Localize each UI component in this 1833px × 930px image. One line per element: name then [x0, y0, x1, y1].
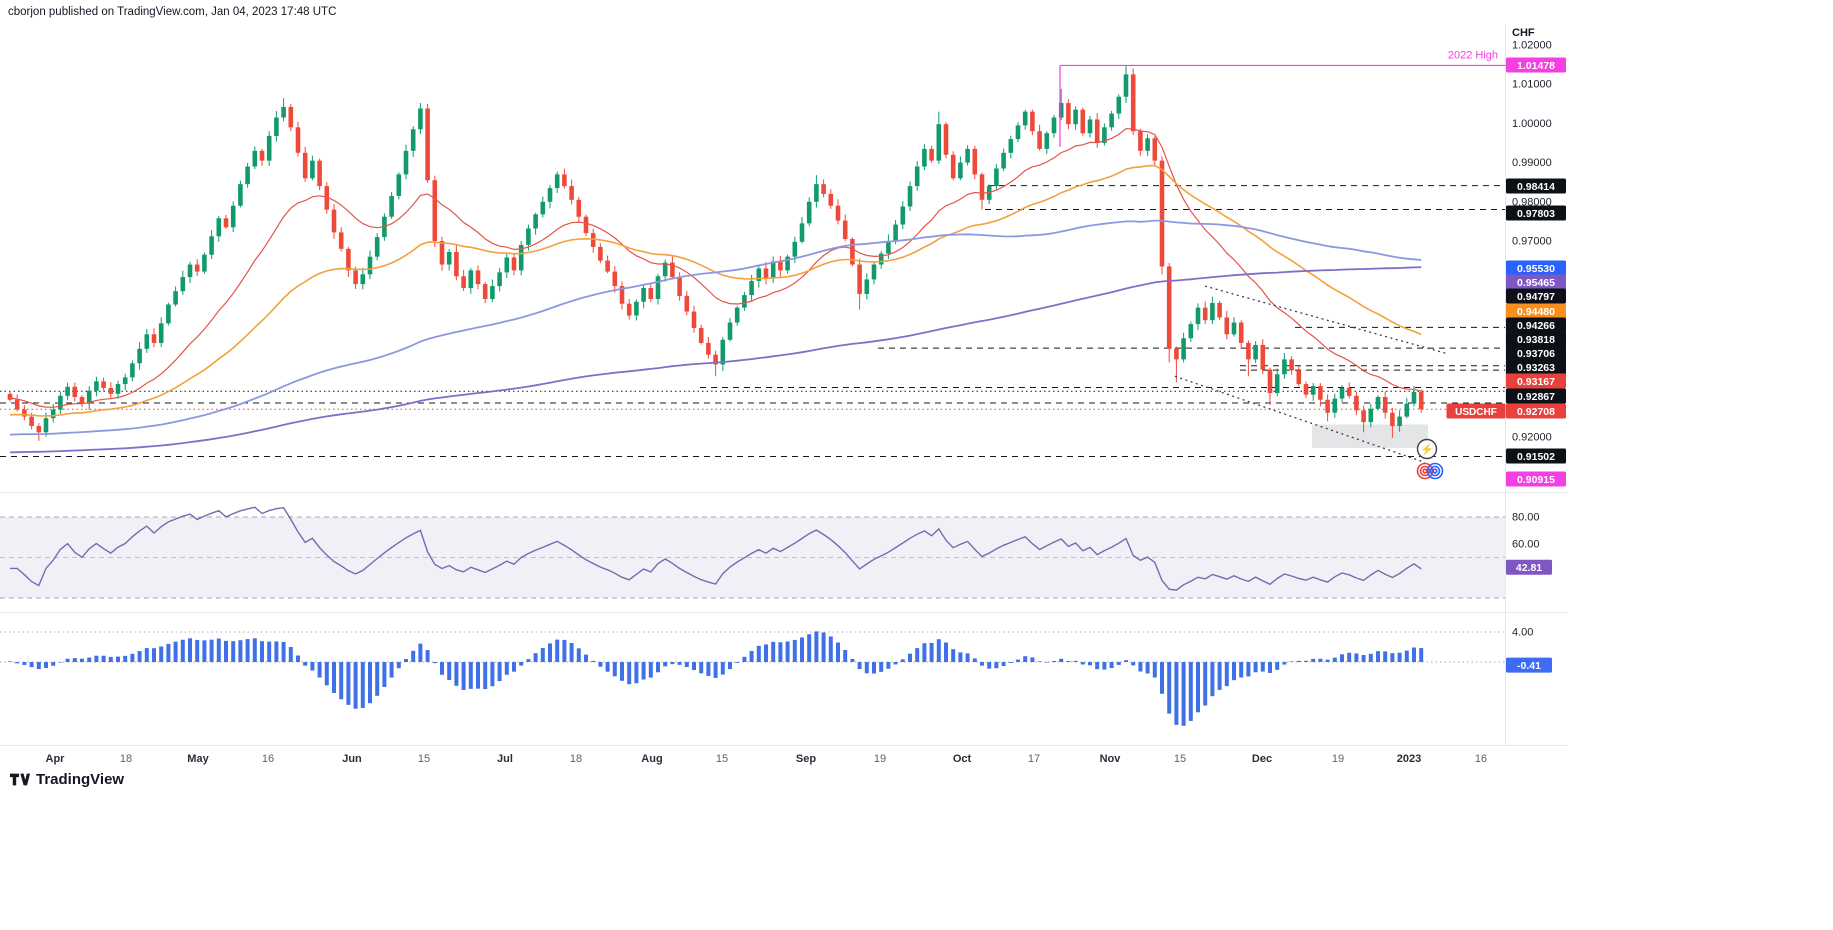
svg-text:0.93818: 0.93818 [1517, 334, 1555, 346]
time-tick-label: Apr [46, 753, 66, 765]
svg-text:0.95465: 0.95465 [1517, 277, 1555, 289]
svg-text:0.93706: 0.93706 [1517, 348, 1555, 360]
time-tick-label: 18 [570, 753, 582, 765]
time-tick-label: 16 [1475, 753, 1487, 765]
sticker-circles-icon[interactable] [1416, 462, 1444, 480]
svg-text:1.01478: 1.01478 [1517, 60, 1555, 72]
price-badge-0.93818: 0.93818 [1506, 331, 1566, 347]
time-tick-label: Oct [953, 753, 972, 765]
time-tick-label: 19 [1332, 753, 1344, 765]
price-badge-0.94480: 0.94480 [1506, 303, 1566, 319]
price-badge-1.01478: 1.01478 [1506, 57, 1566, 73]
publish-watermark: cborjon published on TradingView.com, Ja… [8, 6, 337, 18]
svg-text:0.93263: 0.93263 [1517, 362, 1555, 374]
sticker-lightning-icon[interactable]: ⚡ [1416, 438, 1438, 460]
price-badge-0.93706: 0.93706 [1506, 345, 1566, 361]
svg-text:-0.41: -0.41 [1517, 660, 1541, 672]
price-badge-0.97803: 0.97803 [1506, 205, 1566, 221]
svg-text:0.94480: 0.94480 [1517, 306, 1555, 318]
price-badge-0.93167: 0.93167 [1506, 373, 1566, 389]
price-axis-currency: CHF [1512, 27, 1535, 39]
svg-text:0.90915: 0.90915 [1517, 474, 1555, 486]
highlight-box[interactable] [1312, 424, 1428, 448]
ma-line-200 [9, 266, 1422, 454]
price-badge-0.94266: 0.94266 [1506, 317, 1566, 333]
svg-text:0.98414: 0.98414 [1517, 181, 1555, 193]
trendline-2[interactable] [1174, 375, 1426, 464]
tradingview-logo-text: TradingView [36, 771, 125, 788]
price-tick-label: 1.00000 [1512, 118, 1552, 130]
price-badge-0.95530: 0.95530 [1506, 260, 1566, 276]
price-tick-label: 1.02000 [1512, 40, 1552, 52]
svg-text:0.94266: 0.94266 [1517, 320, 1555, 332]
time-tick-label: Sep [796, 753, 816, 765]
price-badge-0.93263: 0.93263 [1506, 359, 1566, 375]
svg-text:⚡: ⚡ [1420, 443, 1434, 456]
rsi-value-badge: 42.81 [1506, 559, 1552, 575]
ma-line-50 [9, 164, 1422, 417]
time-tick-label: 18 [120, 753, 132, 765]
trendline-1[interactable] [1204, 285, 1449, 355]
symbol-chip-label: USDCHF [1455, 407, 1497, 418]
price-badge-0.92708: USDCHF 0.92708 [1446, 403, 1566, 419]
price-tick-label: 0.98000 [1512, 196, 1552, 208]
price-badge-0.94797: 0.94797 [1506, 288, 1566, 304]
time-tick-label: 17 [1028, 753, 1040, 765]
time-tick-label: May [187, 753, 209, 765]
price-badge-0.98414: 0.98414 [1506, 178, 1566, 194]
price-badge-0.90915: 0.90915 [1506, 471, 1566, 487]
svg-text:0.93167: 0.93167 [1517, 376, 1555, 388]
time-tick-label: Nov [1100, 753, 1122, 765]
ma-line-100 [9, 219, 1422, 436]
histogram-bars [8, 631, 1424, 726]
ma-line-20 [9, 128, 1422, 408]
price-tick-label: 0.97000 [1512, 236, 1552, 248]
high-2022-label: 2022 High [1448, 49, 1498, 61]
price-badge-0.95465: 0.95465 [1506, 274, 1566, 290]
svg-text:0.95530: 0.95530 [1517, 263, 1555, 275]
price-axis[interactable]: CHF1.020001.010001.000000.990000.980000.… [1446, 27, 1567, 673]
macd-pane[interactable] [0, 631, 1505, 726]
price-tick-label: 0.99000 [1512, 157, 1552, 169]
svg-text:0.92867: 0.92867 [1517, 391, 1555, 403]
hist-tick-label: 4.00 [1512, 627, 1533, 639]
price-pane[interactable]: ⚡ [0, 65, 1505, 480]
tradingview-brand[interactable]: TradingView [10, 771, 124, 788]
tradingview-logo-icon [10, 773, 30, 786]
price-badge-0.92867: 0.92867 [1506, 388, 1566, 404]
time-tick-label: Jul [497, 753, 513, 765]
rsi-line [10, 506, 1422, 591]
price-tick-label: 1.01000 [1512, 79, 1552, 91]
svg-text:0.92708: 0.92708 [1517, 406, 1555, 418]
hist-value-badge: -0.41 [1506, 657, 1552, 673]
time-tick-label: 2023 [1397, 753, 1421, 765]
time-tick-label: 19 [874, 753, 886, 765]
rsi-pane[interactable] [0, 506, 1505, 599]
time-tick-label: 15 [716, 753, 728, 765]
svg-text:0.97803: 0.97803 [1517, 208, 1555, 220]
time-axis[interactable]: Apr 18 May 16 Jun 15 Jul 18 Aug 15 Sep 19 Oct 17 Nov 15… [46, 753, 1488, 765]
time-tick-label: Aug [641, 753, 662, 765]
rsi-tick-label: 60.00 [1512, 539, 1540, 551]
time-tick-label: Dec [1252, 753, 1272, 765]
high-2022-annotation[interactable]: 2022 High [1059, 49, 1566, 147]
time-tick-label: 15 [1174, 753, 1186, 765]
svg-text:0.91502: 0.91502 [1517, 451, 1555, 463]
time-tick-label: 16 [262, 753, 274, 765]
price-tick-label: 0.92000 [1512, 432, 1552, 444]
candlestick-series [7, 65, 1424, 441]
time-tick-label: Jun [342, 753, 362, 765]
rsi-tick-label: 80.00 [1512, 512, 1540, 524]
time-tick-label: 15 [418, 753, 430, 765]
svg-text:0.94797: 0.94797 [1517, 291, 1555, 303]
price-badge-0.91502: 0.91502 [1506, 448, 1566, 464]
svg-text:42.81: 42.81 [1516, 562, 1542, 574]
